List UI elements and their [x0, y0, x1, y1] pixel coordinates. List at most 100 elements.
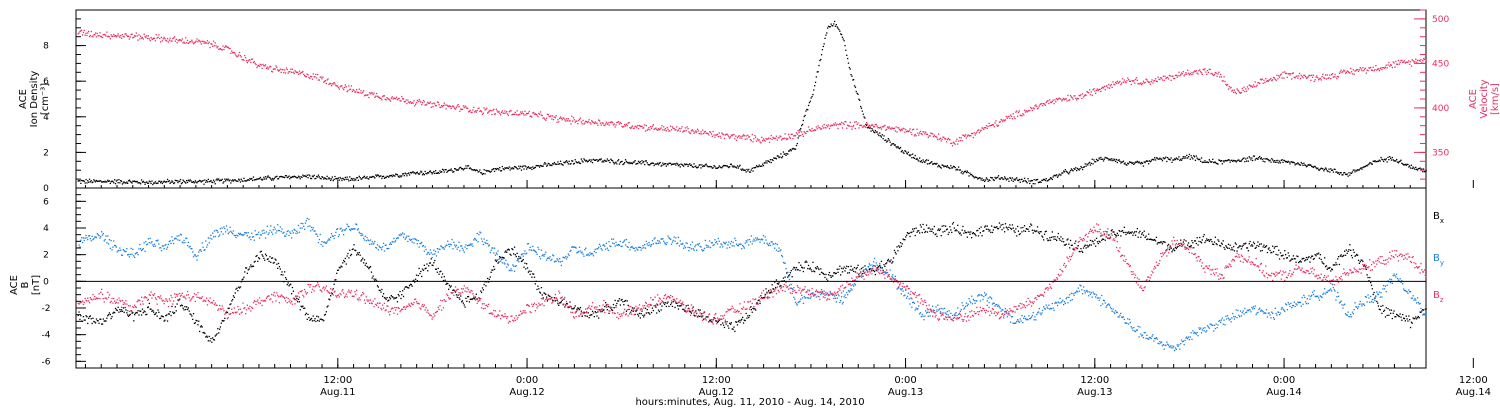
density-point-1016	[958, 169, 961, 171]
bx-point-1029	[970, 231, 972, 233]
velocity-point-522	[530, 115, 532, 117]
bx-point-1047	[985, 228, 988, 230]
velocity-point-898	[856, 123, 858, 126]
bx-point-418	[440, 270, 442, 272]
density-point-32	[105, 181, 107, 183]
bx-point-1398	[1290, 259, 1292, 261]
bx-point-989	[935, 233, 937, 235]
bx-point-549	[553, 297, 556, 299]
velocity-point-978	[925, 133, 928, 135]
density-point-1018	[960, 172, 962, 174]
bx-point-239	[284, 277, 287, 279]
density-point-102	[166, 181, 168, 183]
velocity-point-554	[558, 121, 560, 123]
bx-point-538	[544, 292, 546, 295]
density-point-536	[542, 165, 544, 167]
bx-point-1469	[1351, 257, 1354, 259]
velocity-point-793	[765, 137, 767, 140]
velocity-point-5	[81, 34, 84, 36]
bx-point-193	[245, 267, 247, 269]
bx-point-483	[496, 259, 498, 261]
velocity-point-282	[322, 76, 324, 78]
density-point-8	[84, 182, 86, 184]
density-point-200	[251, 177, 253, 180]
velocity-point-1540	[1413, 61, 1415, 63]
velocity-point-651	[642, 127, 644, 129]
bx-point-1508	[1385, 307, 1387, 309]
density-point-617	[612, 161, 615, 163]
density-point-970	[919, 157, 921, 159]
velocity-point-1002	[946, 139, 948, 141]
velocity-point-1049	[987, 125, 989, 128]
density-point-191	[243, 177, 245, 179]
velocity-point-372	[400, 100, 402, 102]
velocity-point-975	[923, 131, 925, 133]
density-point-786	[759, 165, 761, 168]
density-point-569	[571, 160, 573, 162]
bx-point-1488	[1368, 280, 1370, 282]
density-point-891	[850, 74, 852, 76]
velocity-point-1210	[1127, 77, 1129, 79]
velocity-point-1396	[1288, 72, 1290, 75]
density-point-1372	[1267, 159, 1269, 161]
density-point-1430	[1318, 169, 1320, 171]
velocity-point-500	[511, 114, 513, 116]
velocity-point-983	[930, 132, 932, 134]
bx-point-111	[173, 312, 176, 314]
by-point-137	[196, 259, 198, 261]
velocity-point-544	[549, 115, 551, 118]
bx-point-709	[692, 306, 694, 308]
velocity-point-0	[77, 33, 79, 35]
bx-point-345	[376, 285, 379, 287]
bx-point-878	[839, 265, 841, 267]
velocity-point-1342	[1241, 87, 1243, 90]
bx-point-71	[139, 310, 141, 312]
density-point-1425	[1313, 165, 1315, 168]
velocity-point-1006	[950, 142, 952, 145]
bx-point-59	[128, 314, 131, 316]
bx-point-1509	[1386, 314, 1388, 317]
density-point-83	[149, 181, 151, 183]
density-point-1470	[1352, 169, 1354, 171]
density-point-1140	[1066, 171, 1068, 173]
bx-point-315	[350, 253, 353, 256]
density-tick-label-0: 0	[43, 184, 49, 194]
velocity-point-1018	[960, 137, 962, 139]
velocity-point-1355	[1252, 84, 1255, 86]
velocity-point-159	[215, 45, 217, 47]
bx-point-1319	[1221, 243, 1223, 245]
bx-point-1037	[977, 229, 979, 232]
bx-point-1261	[1171, 251, 1173, 253]
bx-point-1030	[971, 237, 973, 239]
bx-point-754	[731, 328, 733, 330]
bx-point-1061	[997, 228, 1000, 230]
velocity-point-998	[943, 136, 945, 138]
density-point-254	[297, 175, 300, 177]
density-point-487	[500, 170, 502, 172]
density-point-1526	[1401, 162, 1403, 164]
velocity-point-436	[455, 106, 458, 109]
bx-point-849	[814, 271, 816, 273]
bx-point-633	[626, 300, 628, 302]
bx-point-583	[583, 312, 585, 314]
bx-point-99	[163, 320, 165, 322]
density-point-797	[768, 161, 771, 163]
bx-point-1535	[1409, 319, 1411, 321]
by-point-56	[126, 248, 128, 250]
bx-point-820	[788, 274, 791, 276]
density-point-939	[892, 143, 894, 145]
density-point-1501	[1379, 160, 1381, 162]
bx-point-292	[330, 292, 333, 294]
bx-point-469	[484, 281, 486, 283]
bx-point-297	[335, 279, 337, 281]
density-point-674	[662, 162, 664, 164]
density-point-1273	[1181, 157, 1184, 160]
density-point-381	[408, 172, 410, 174]
by-point-231	[277, 229, 280, 231]
bx-point-661	[650, 311, 653, 314]
velocity-point-20	[94, 32, 97, 34]
bx-point-783	[756, 303, 759, 305]
bx-point-44	[115, 309, 117, 311]
density-point-1331	[1232, 160, 1234, 162]
density-point-352	[382, 175, 385, 177]
